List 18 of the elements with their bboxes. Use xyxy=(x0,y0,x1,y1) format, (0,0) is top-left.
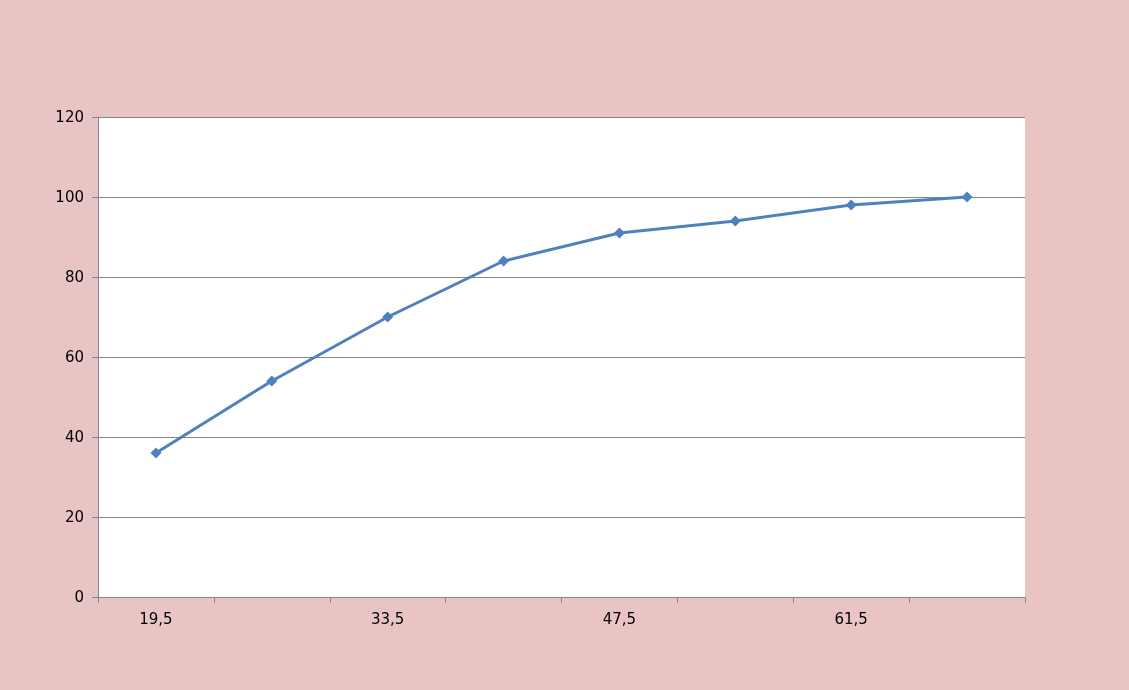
point xyxy=(498,255,510,267)
point xyxy=(382,311,394,323)
point xyxy=(266,375,278,387)
point xyxy=(150,447,162,459)
point xyxy=(961,191,973,203)
y-tick-label: 100 xyxy=(55,188,84,206)
point xyxy=(613,227,625,239)
x-tick-label: 33,5 xyxy=(370,609,405,628)
y-tick-label: 20 xyxy=(64,508,84,526)
y-tick-label: 120 xyxy=(55,108,84,126)
y-tick-label: 0 xyxy=(74,588,84,606)
y-tick-label: 40 xyxy=(64,428,84,446)
x-tick-label: 47,5 xyxy=(602,609,637,628)
x-tick-label: 61,5 xyxy=(834,609,868,628)
y-tick-label: 60 xyxy=(64,348,84,366)
y-tick-label: 80 xyxy=(64,268,84,286)
point xyxy=(845,199,857,211)
x-tick-label: 19,5 xyxy=(139,609,173,628)
